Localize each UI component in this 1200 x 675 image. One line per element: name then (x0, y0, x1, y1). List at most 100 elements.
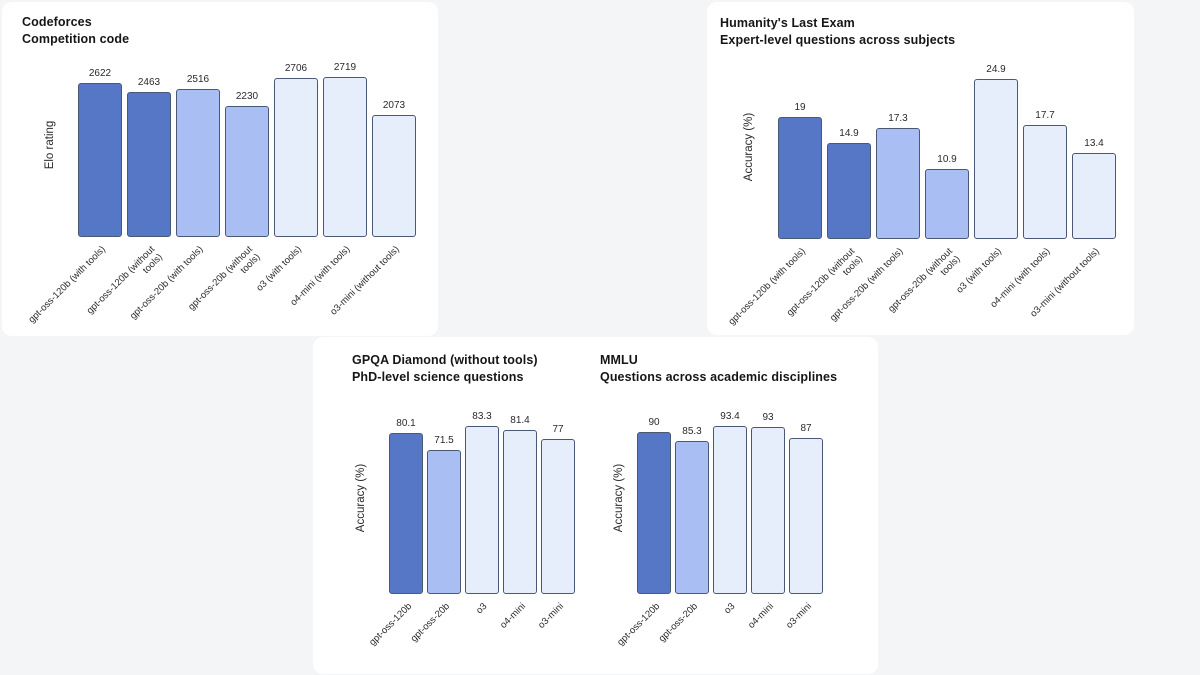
bar-column: 83.3 o3 (465, 402, 499, 616)
bar (1072, 152, 1116, 239)
y-axis: Accuracy (%) (720, 55, 778, 239)
chart-subtitle: Expert-level questions across subjects (720, 32, 956, 47)
bar-column: 2719 o4-mini (with tools) (289, 53, 367, 308)
chart-body: Accuracy (%) 90 gpt-oss-120b 85.3 gpt-oss-2… (600, 402, 878, 648)
x-tick-label: o3-mini (783, 601, 814, 631)
bar-column: 14.9 gpt-oss-120b (without tools) (784, 55, 871, 318)
bar-value-label: 2073 (382, 100, 406, 111)
chart-title: GPQA Diamond (without tools) (352, 353, 538, 367)
bar (974, 79, 1018, 239)
gpqa-plot-area: 80.1 gpt-oss-120b 71.5 gpt-oss-20b 83.3 o3 81.… (367, 402, 575, 648)
chart-title: Humanity's Last Exam (720, 16, 855, 30)
bar-value-label: 71.5 (434, 434, 454, 446)
bar (465, 426, 499, 594)
y-axis-label: Accuracy (%) (355, 463, 367, 533)
bar-value-label: 77 (552, 423, 564, 435)
bar-value-label: 19 (794, 101, 806, 113)
x-tick-label: gpt-oss-20b (656, 601, 700, 645)
bar (372, 115, 416, 237)
humanitys-last-exam-chart: Humanity's Last Exam Expert-level questi… (707, 2, 1134, 335)
bar-column: 85.3 gpt-oss-20b (657, 402, 709, 644)
x-tick-label: o4-mini (497, 601, 528, 631)
bar-column: 2622 gpt-oss-120b (with tools) (26, 53, 122, 325)
x-tick-label: gpt-oss-20b (408, 601, 452, 645)
bar-value-label: 2516 (186, 73, 210, 85)
bar-value-label: 10.9 (937, 154, 957, 165)
bar-column: 17.7 o4-mini (with tools) (989, 55, 1067, 310)
bar-value-label: 90 (648, 417, 660, 429)
chart-title: MMLU (600, 353, 638, 367)
x-tick-label: gpt-oss-120b (614, 601, 662, 648)
y-axis: Accuracy (%) (600, 402, 637, 594)
bar (675, 440, 709, 594)
humanitys-last-exam-chart-card: Humanity's Last Exam Expert-level questi… (707, 2, 1134, 335)
bar (789, 437, 823, 594)
bar-value-label: 17.3 (888, 112, 908, 124)
bar-value-label: 93 (762, 411, 774, 423)
chart-body: Elo rating 2622 gpt-oss-120b (with tools)… (22, 53, 438, 325)
bar (751, 426, 785, 594)
x-tick-label: o3 (with tools) (254, 244, 304, 294)
bar (274, 77, 318, 237)
bar-column: 80.1 gpt-oss-120b (367, 402, 423, 648)
codeforces-chart-card: Codeforces Competition code Elo rating 2… (2, 2, 438, 336)
bar-value-label: 2463 (137, 77, 161, 89)
bar-value-label: 14.9 (839, 128, 859, 140)
bar (1023, 125, 1067, 239)
chart-body: Accuracy (%) 80.1 gpt-oss-120b 71.5 gpt-oss… (333, 402, 600, 648)
bar-value-label: 2706 (284, 62, 308, 74)
bar (827, 143, 871, 239)
bar (225, 105, 269, 237)
bar-value-label: 85.3 (682, 425, 702, 437)
bar-column: 87 o3-mini (784, 402, 823, 631)
bar-column: 71.5 gpt-oss-20b (409, 402, 461, 644)
bar (778, 116, 822, 239)
x-tick-label: o3-mini (535, 601, 566, 631)
y-axis: Elo rating (22, 53, 78, 237)
bar-column: 93.4 o3 (713, 402, 747, 616)
bar-column: 81.4 o4-mini (498, 402, 537, 631)
bar (176, 88, 220, 237)
bar-column: 2463 gpt-oss-120b (without tools) (84, 53, 171, 316)
bar-column: 93 o4-mini (746, 402, 785, 631)
bottom-charts-card: GPQA Diamond (without tools) PhD-level s… (313, 337, 878, 674)
bar-column: 2230 gpt-oss-20b (without tools) (186, 53, 269, 313)
bar (713, 426, 747, 594)
x-tick-label: o3 (474, 601, 490, 617)
bar-column: 17.3 gpt-oss-20b (with tools) (828, 55, 920, 324)
bar (127, 92, 171, 237)
bar (323, 77, 367, 237)
mmlu-plot-area: 90 gpt-oss-120b 85.3 gpt-oss-20b 93.4 o3 93 o4-… (615, 402, 823, 648)
y-axis-label: Accuracy (%) (743, 112, 755, 182)
y-axis: Accuracy (%) (333, 402, 389, 594)
bar-value-label: 2622 (88, 67, 112, 79)
chart-body: Accuracy (%) 19 gpt-oss-120b (with tools)… (720, 55, 1134, 327)
bar-column: 13.4 o3-mini (without tools) (1028, 55, 1116, 319)
bar-value-label: 83.3 (472, 411, 492, 422)
bar-value-label: 24.9 (986, 64, 1006, 75)
bar-value-label: 2719 (333, 62, 357, 73)
bar (637, 432, 671, 594)
mmlu-chart: MMLU Questions across academic disciplin… (600, 337, 878, 674)
bar-column: 90 gpt-oss-120b (615, 402, 671, 648)
bar (503, 429, 537, 594)
bar-value-label: 81.4 (510, 414, 530, 426)
bar-value-label: 93.4 (720, 411, 740, 422)
chart-title-block: GPQA Diamond (without tools) PhD-level s… (352, 352, 600, 385)
bar-column: 2706 o3 (with tools) (254, 53, 318, 294)
bar (541, 438, 575, 594)
x-tick-label: o4-mini (745, 601, 776, 631)
codeforces-chart: Codeforces Competition code Elo rating 2… (2, 2, 438, 336)
y-axis-label: Elo rating (44, 120, 56, 170)
bar (925, 169, 969, 239)
chart-title-block: MMLU Questions across academic disciplin… (600, 352, 878, 385)
x-tick-label: o3 (722, 601, 738, 617)
bar (427, 449, 461, 594)
gpqa-diamond-chart: GPQA Diamond (without tools) PhD-level s… (313, 337, 600, 674)
bar-column: 10.9 gpt-oss-20b (without tools) (886, 55, 969, 315)
hle-plot-area: 19 gpt-oss-120b (with tools) 14.9 gpt-oss-1… (726, 55, 1116, 327)
bar-column: 19 gpt-oss-120b (with tools) (726, 55, 822, 327)
bar-column: 24.9 o3 (with tools) (954, 55, 1018, 296)
chart-title-block: Humanity's Last Exam Expert-level questi… (720, 15, 1134, 48)
bar-value-label: 13.4 (1084, 137, 1104, 149)
